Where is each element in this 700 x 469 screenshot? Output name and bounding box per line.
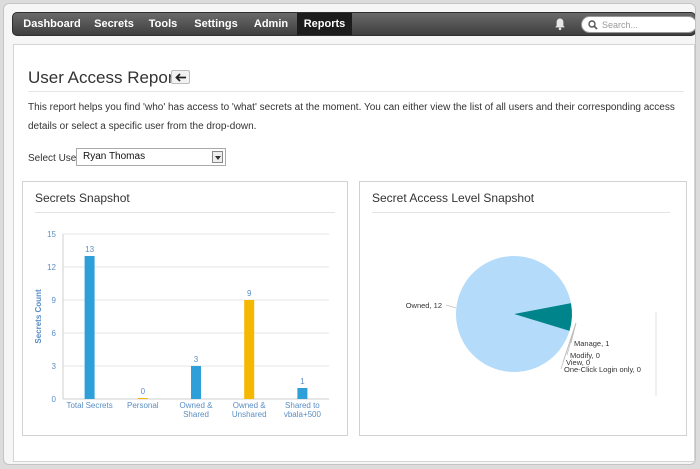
user-select[interactable]: Ryan Thomas xyxy=(76,148,226,166)
pie-slice-manage xyxy=(514,303,572,331)
page-title: User Access Report xyxy=(28,68,179,87)
search-box[interactable] xyxy=(581,16,695,33)
dropdown-arrow-icon[interactable] xyxy=(212,151,223,163)
secrets-snapshot-title: Secrets Snapshot xyxy=(35,191,130,205)
app-window: Dashboard Secrets Tools Settings Admin R… xyxy=(3,3,696,465)
access-level-title: Secret Access Level Snapshot xyxy=(372,191,535,205)
x-tick-label: Personal xyxy=(127,401,159,410)
nav-tools[interactable]: Tools xyxy=(148,18,178,30)
leader-line xyxy=(445,304,457,309)
bar-value-label: 13 xyxy=(85,245,94,254)
panel-divider xyxy=(372,212,670,213)
secrets-snapshot-panel: Secrets Snapshot 0 3 6 9 12 15 Secrets Count 13… xyxy=(22,181,348,436)
report-content: User Access Report This report helps you… xyxy=(13,44,695,462)
nav-admin[interactable]: Admin xyxy=(253,18,289,30)
x-tick-label: Unshared xyxy=(232,410,267,419)
pie-label-owned: Owned, 12 xyxy=(406,301,442,310)
y-tick-label: 0 xyxy=(52,395,57,404)
back-button[interactable] xyxy=(171,70,190,84)
nav-secrets[interactable]: Secrets xyxy=(94,18,134,30)
pie-label-modify: Modify, 0 xyxy=(570,351,600,360)
access-level-panel: Secret Access Level Snapshot Owned, 12 Ma… xyxy=(359,181,687,436)
pie-label-manage: Manage, 1 xyxy=(574,339,609,348)
top-navbar: Dashboard Secrets Tools Settings Admin R… xyxy=(12,12,695,36)
pie-label-one-click-login: One-Click Login only, 0 xyxy=(564,365,641,374)
title-divider xyxy=(28,91,684,92)
bar xyxy=(84,256,95,399)
leader-line xyxy=(560,322,577,370)
bar xyxy=(244,300,255,399)
panel-divider xyxy=(35,212,335,213)
y-axis-label: Secrets Count xyxy=(34,289,43,344)
search-input[interactable] xyxy=(602,18,692,31)
nav-settings[interactable]: Settings xyxy=(194,18,238,30)
back-arrow-icon xyxy=(175,73,186,82)
select-user-label: Select User xyxy=(28,153,80,164)
bar-value-label: 0 xyxy=(141,387,146,396)
y-tick-label: 6 xyxy=(52,329,57,338)
x-tick-label: Owned & xyxy=(180,401,214,410)
x-tick-label: Total Secrets xyxy=(66,401,112,410)
bar-value-label: 3 xyxy=(194,355,199,364)
search-icon xyxy=(588,20,598,30)
y-tick-label: 12 xyxy=(47,263,56,272)
user-select-value: Ryan Thomas xyxy=(83,151,146,162)
bar-value-label: 1 xyxy=(300,377,305,386)
bar-value-label: 9 xyxy=(247,289,252,298)
nav-reports[interactable]: Reports xyxy=(297,13,352,35)
bar xyxy=(137,398,148,399)
x-tick-label: Shared xyxy=(183,410,209,419)
nav-dashboard[interactable]: Dashboard xyxy=(23,18,81,30)
y-tick-label: 3 xyxy=(52,362,57,371)
y-tick-label: 15 xyxy=(47,230,56,239)
x-tick-label: vbala+500 xyxy=(284,410,322,419)
pie-label-view: View, 0 xyxy=(566,358,590,367)
pie-slice-owned xyxy=(456,256,571,372)
y-tick-label: 9 xyxy=(52,296,57,305)
bar xyxy=(191,366,201,399)
report-description: This report helps you find 'who' has acc… xyxy=(28,102,675,132)
bar xyxy=(297,388,308,399)
bell-icon[interactable] xyxy=(553,17,567,31)
x-tick-label: Shared to xyxy=(285,401,320,410)
x-tick-label: Owned & xyxy=(233,401,267,410)
